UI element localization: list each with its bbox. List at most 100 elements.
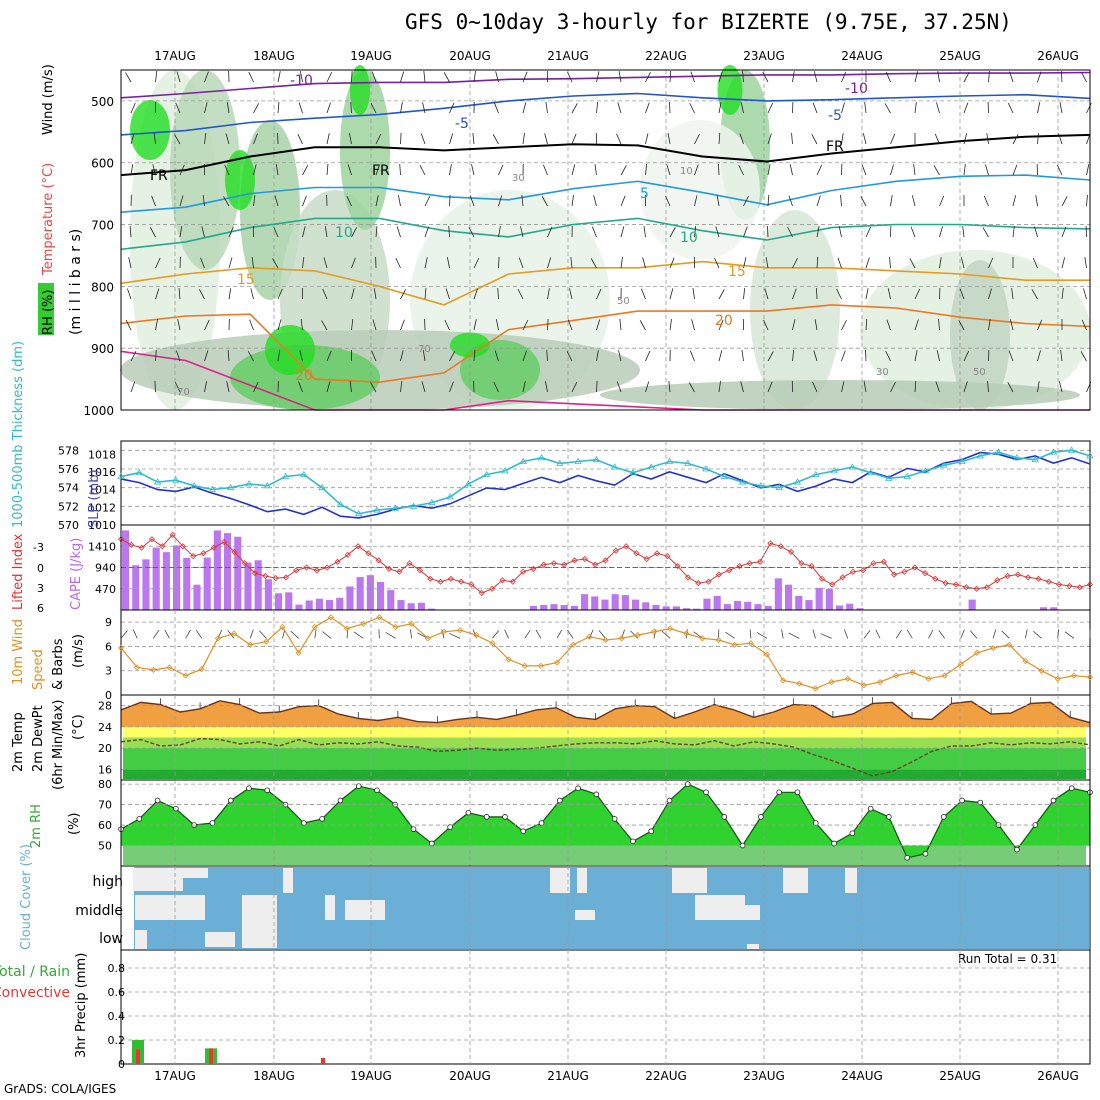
wind-barb [473, 71, 476, 83]
wind-barb [890, 382, 896, 393]
wind-barb [885, 350, 891, 362]
wind-barb [228, 226, 234, 238]
cloud-cell [747, 944, 759, 950]
surface-wind-barb [132, 629, 138, 639]
isotherm--10 [120, 71, 1091, 99]
rh-point [410, 826, 417, 832]
wind-barb [298, 102, 303, 114]
wind-barb [865, 318, 868, 331]
wind-barb [959, 288, 965, 300]
wind-barb [522, 133, 525, 145]
temp-label-1: 2m Temp [11, 712, 26, 772]
wind-barb [792, 71, 795, 83]
wind-barb [645, 133, 649, 145]
rh-point [1014, 846, 1020, 853]
wind-barb [590, 258, 597, 269]
lifted-point [994, 577, 1001, 584]
cape-bar [264, 579, 272, 610]
lifted-point [416, 567, 424, 574]
contour-label: -5 [455, 116, 469, 132]
thickness-tick-label: 578 [58, 444, 79, 457]
wind-barb [934, 133, 940, 145]
precip-tick-label: 0.2 [108, 1034, 126, 1047]
cloud-cell [845, 868, 857, 893]
slp-tick-label: 1014 [88, 484, 116, 497]
wind-barb [812, 102, 818, 114]
cape-bar [346, 586, 354, 610]
cloud-cell [242, 895, 277, 920]
wind-barb [571, 195, 574, 207]
cape-bar [683, 608, 691, 610]
wind-tick-label: 9 [105, 616, 112, 629]
surface-wind-barb [875, 629, 881, 639]
lifted-point [550, 560, 558, 567]
wind-barb [204, 102, 208, 114]
wind-barb [473, 288, 478, 300]
wind-speed-point [279, 623, 286, 631]
rh-tick-label: 50 [98, 840, 112, 853]
lifted-point [839, 574, 846, 581]
wind-barb [645, 72, 651, 83]
contour-label: 10 [680, 166, 693, 177]
wind-barb [225, 133, 230, 145]
wind-barb [155, 257, 161, 269]
cape-bar [213, 530, 221, 610]
wind-barb [813, 71, 818, 83]
series-lifted-index [120, 534, 1091, 594]
wind-tick-label: 6 [105, 640, 112, 653]
thickness-point [940, 461, 948, 468]
wind-barb [694, 134, 700, 145]
surface-wind-barb [992, 629, 997, 639]
rh-point [721, 814, 728, 820]
wind-speed-point [311, 623, 318, 631]
wind-barb [399, 163, 401, 176]
wind-speed-point [537, 662, 544, 669]
wind-speed-point [667, 625, 674, 632]
wind-barb [718, 289, 725, 300]
lifted-point [674, 563, 681, 570]
thickness-point [629, 468, 637, 476]
wind-barb [688, 382, 695, 393]
lifted-point [1066, 582, 1073, 589]
wind-barb [447, 257, 450, 269]
cape-bar [632, 599, 640, 610]
rh-region [170, 70, 240, 270]
wind-barb [620, 195, 626, 207]
wind-speed-point [1086, 674, 1094, 681]
lifted-point [849, 568, 856, 575]
thickness-point [775, 483, 783, 491]
lifted-point [128, 541, 135, 548]
wind-barb [887, 288, 891, 300]
wind-barb [373, 288, 377, 300]
wind-barb [767, 102, 774, 114]
thickness-point [537, 454, 546, 461]
wind-barb [522, 350, 527, 362]
wind-barb [546, 349, 548, 362]
wind-barb [743, 196, 749, 207]
wind-barb [914, 319, 919, 331]
wind-barb [400, 289, 407, 300]
wind-barb [545, 381, 548, 393]
lifted-tick-label: -3 [33, 541, 44, 554]
rh-region-high [225, 150, 255, 210]
wind-barb [375, 226, 378, 238]
thickness-point [281, 472, 290, 479]
wind-barb [740, 102, 744, 114]
temp-band [123, 748, 1086, 770]
cape-bar [183, 558, 191, 610]
cape-bar [550, 604, 558, 610]
wind-barb [739, 133, 744, 145]
thickness-point [702, 465, 710, 472]
cape-bar [774, 578, 782, 610]
lifted-tick-label: 0 [37, 562, 44, 575]
wind-barb [449, 133, 454, 145]
wind-barb [645, 381, 650, 393]
wind-barb [204, 350, 209, 362]
wind-barb [151, 195, 156, 207]
wind-barb [1031, 289, 1038, 300]
wind-barb [958, 320, 965, 331]
thickness-point [556, 459, 564, 466]
cloud-cell [672, 868, 707, 893]
lifted-point [344, 551, 351, 558]
wind-barb [201, 226, 205, 238]
